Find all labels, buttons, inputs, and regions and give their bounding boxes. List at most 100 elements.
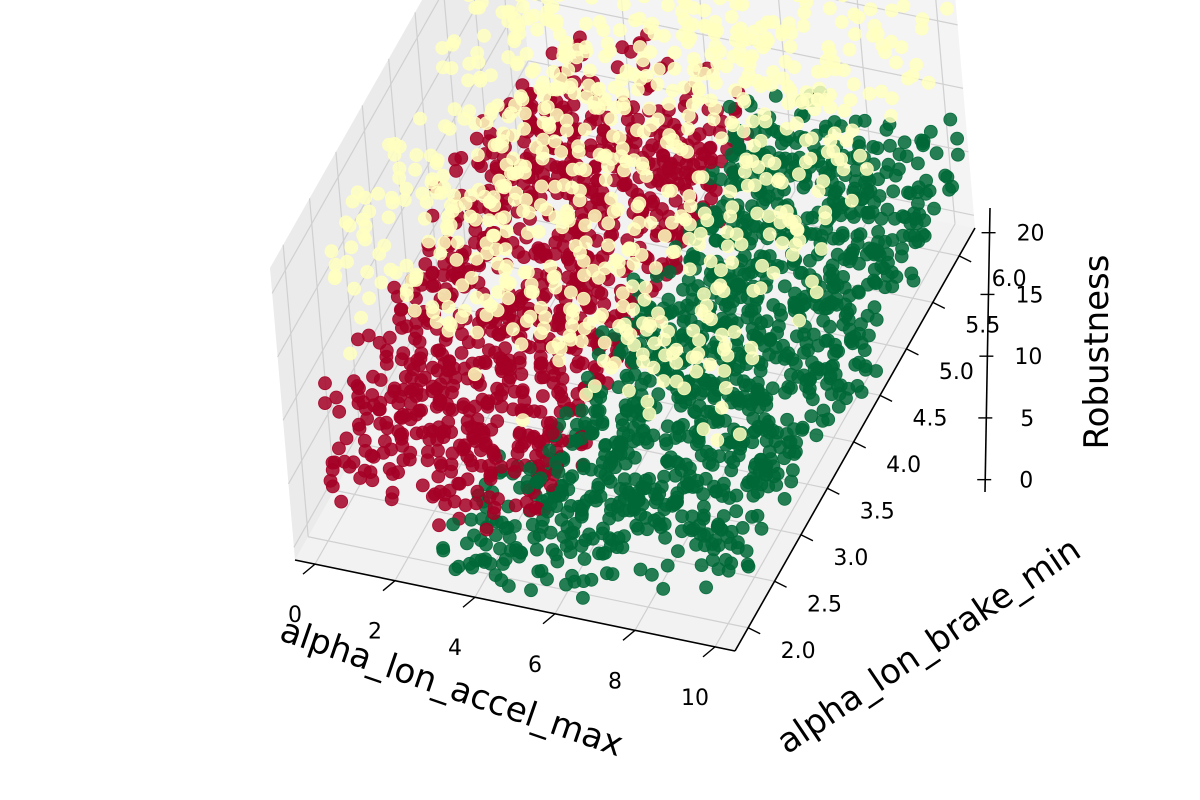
data-point <box>635 347 650 362</box>
data-point <box>601 216 616 231</box>
data-point <box>942 182 956 197</box>
data-point <box>781 96 796 111</box>
data-point <box>567 86 582 100</box>
data-point <box>592 546 606 561</box>
data-point <box>590 192 604 207</box>
data-point <box>429 315 444 329</box>
data-point <box>640 394 655 409</box>
data-point <box>695 147 710 161</box>
data-point <box>689 364 704 379</box>
data-point <box>690 473 705 488</box>
z-tick-label: 15 <box>1015 283 1043 308</box>
data-point <box>775 175 789 190</box>
data-point <box>660 419 675 434</box>
data-point <box>555 0 565 2</box>
data-point <box>399 181 414 196</box>
data-point <box>747 138 762 153</box>
data-point <box>374 275 389 290</box>
data-point <box>346 455 361 470</box>
data-point <box>736 124 751 139</box>
x-tick-label: 6 <box>528 653 542 678</box>
data-point <box>777 279 792 294</box>
data-point <box>404 370 419 385</box>
data-point <box>579 90 594 104</box>
data-point <box>911 234 926 249</box>
data-point <box>601 238 616 253</box>
data-point <box>547 269 562 284</box>
y-tick <box>879 394 893 402</box>
data-point <box>576 457 591 472</box>
data-point <box>362 291 377 306</box>
data-point <box>784 474 799 489</box>
data-point <box>656 582 671 596</box>
data-point <box>857 113 872 128</box>
data-point <box>372 402 387 417</box>
data-point <box>647 336 662 351</box>
data-point <box>651 387 666 402</box>
y-tick-label: 2.0 <box>781 639 816 664</box>
data-point <box>461 73 476 88</box>
data-point <box>775 24 790 39</box>
data-point <box>494 139 509 154</box>
data-point <box>662 265 677 279</box>
data-point <box>741 267 756 282</box>
data-point <box>588 209 602 223</box>
data-point <box>355 212 370 227</box>
data-point <box>777 451 792 466</box>
data-point <box>417 370 432 385</box>
data-point <box>431 469 446 484</box>
data-point <box>480 396 495 411</box>
data-point <box>344 240 359 255</box>
data-point <box>697 206 712 221</box>
data-point <box>520 226 535 240</box>
data-point <box>782 212 796 227</box>
data-point <box>490 256 505 271</box>
z-axis-line <box>984 207 991 493</box>
data-point <box>519 495 534 510</box>
data-point <box>543 13 557 28</box>
data-point <box>592 81 606 96</box>
data-point <box>514 337 529 352</box>
data-point <box>340 254 354 269</box>
data-point <box>921 75 936 90</box>
data-point <box>559 113 574 128</box>
data-point <box>627 222 642 237</box>
data-point <box>896 0 911 13</box>
data-point <box>497 180 512 195</box>
data-point <box>554 513 569 527</box>
data-point <box>848 27 862 41</box>
data-point <box>358 443 373 458</box>
data-point <box>418 257 433 271</box>
data-point <box>889 55 903 70</box>
data-point <box>906 273 921 288</box>
data-point <box>552 353 567 368</box>
data-point <box>699 580 713 595</box>
data-point <box>388 265 403 280</box>
data-point <box>885 279 900 294</box>
data-point <box>535 144 550 159</box>
data-point <box>869 312 884 327</box>
data-point <box>617 163 631 178</box>
data-point <box>761 189 776 204</box>
data-point <box>737 248 752 263</box>
data-point <box>508 19 523 34</box>
data-point <box>805 210 820 225</box>
data-point <box>564 285 578 300</box>
data-point <box>700 444 714 459</box>
data-point <box>552 27 567 42</box>
data-point <box>512 427 527 442</box>
data-point <box>779 121 794 136</box>
data-point <box>725 255 739 270</box>
data-point <box>611 202 625 217</box>
data-point <box>803 151 818 166</box>
data-point <box>797 297 812 311</box>
data-point <box>409 324 424 339</box>
data-point <box>851 10 866 25</box>
data-point <box>799 85 814 100</box>
data-point <box>650 77 665 92</box>
data-point <box>550 554 565 569</box>
data-point <box>455 278 470 293</box>
data-point <box>597 335 612 350</box>
data-point <box>499 224 514 239</box>
data-point <box>844 193 859 208</box>
